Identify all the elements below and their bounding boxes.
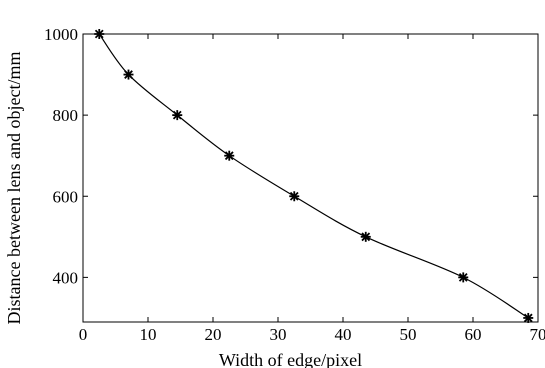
x-axis-label: Width of edge/pixel bbox=[219, 350, 362, 368]
data-point bbox=[360, 231, 371, 242]
x-tick-label: 50 bbox=[400, 325, 417, 344]
y-tick-label: 1000 bbox=[44, 25, 78, 44]
data-point bbox=[523, 312, 534, 323]
x-axis: 0 10 20 30 40 50 60 70 bbox=[79, 34, 545, 344]
data-point bbox=[458, 272, 469, 283]
data-point bbox=[224, 150, 235, 161]
y-tick-label: 400 bbox=[53, 268, 79, 287]
x-tick-label: 10 bbox=[140, 325, 157, 344]
data-point bbox=[123, 69, 134, 80]
y-tick-label: 600 bbox=[53, 187, 79, 206]
y-axis: 400 600 800 1000 bbox=[44, 25, 538, 287]
data-point bbox=[172, 110, 183, 121]
data-point bbox=[289, 191, 300, 202]
x-tick-label: 70 bbox=[530, 325, 545, 344]
x-tick-label: 20 bbox=[205, 325, 222, 344]
series-markers bbox=[94, 29, 534, 323]
y-axis-label: Distance between lens and object/mm bbox=[4, 52, 24, 325]
series-curve bbox=[98, 33, 529, 319]
x-tick-label: 60 bbox=[465, 325, 482, 344]
data-point bbox=[94, 29, 105, 39]
y-tick-label: 800 bbox=[53, 106, 79, 125]
x-tick-label: 30 bbox=[270, 325, 287, 344]
x-tick-label: 40 bbox=[335, 325, 352, 344]
plot-frame bbox=[82, 33, 539, 323]
x-tick-label: 0 bbox=[79, 325, 88, 344]
